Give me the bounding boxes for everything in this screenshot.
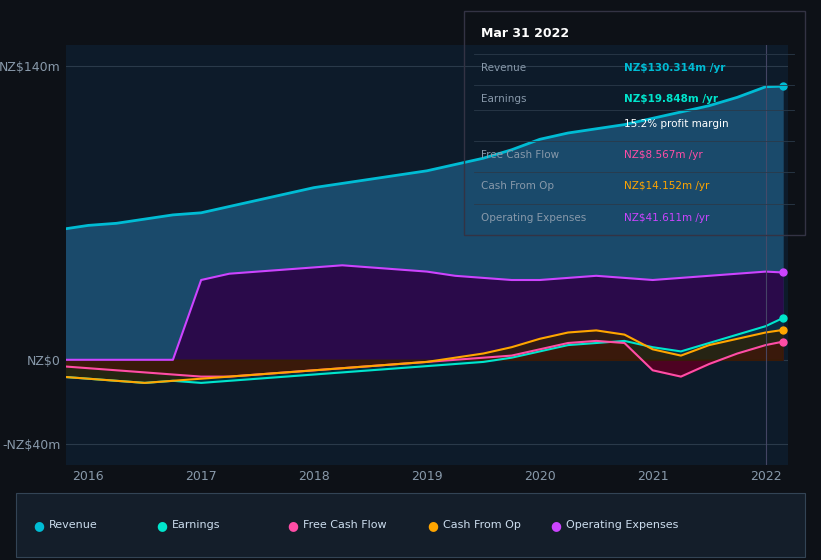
Text: Cash From Op: Cash From Op	[481, 181, 554, 192]
Text: ●: ●	[33, 519, 44, 532]
Text: NZ$130.314m /yr: NZ$130.314m /yr	[624, 63, 726, 73]
Text: ●: ●	[550, 519, 561, 532]
Text: Revenue: Revenue	[48, 520, 97, 530]
Text: ●: ●	[287, 519, 298, 532]
Text: NZ$41.611m /yr: NZ$41.611m /yr	[624, 213, 709, 223]
Text: Earnings: Earnings	[481, 94, 526, 104]
Text: Revenue: Revenue	[481, 63, 526, 73]
Text: ●: ●	[427, 519, 438, 532]
Text: Operating Expenses: Operating Expenses	[481, 213, 586, 223]
Text: ●: ●	[156, 519, 167, 532]
Text: NZ$19.848m /yr: NZ$19.848m /yr	[624, 94, 718, 104]
Text: 15.2% profit margin: 15.2% profit margin	[624, 119, 728, 129]
Text: Earnings: Earnings	[172, 520, 220, 530]
Text: Operating Expenses: Operating Expenses	[566, 520, 678, 530]
Text: Free Cash Flow: Free Cash Flow	[481, 150, 559, 160]
Text: Free Cash Flow: Free Cash Flow	[303, 520, 387, 530]
Text: NZ$8.567m /yr: NZ$8.567m /yr	[624, 150, 703, 160]
Text: NZ$14.152m /yr: NZ$14.152m /yr	[624, 181, 709, 192]
Text: Cash From Op: Cash From Op	[443, 520, 521, 530]
Text: Mar 31 2022: Mar 31 2022	[481, 27, 569, 40]
